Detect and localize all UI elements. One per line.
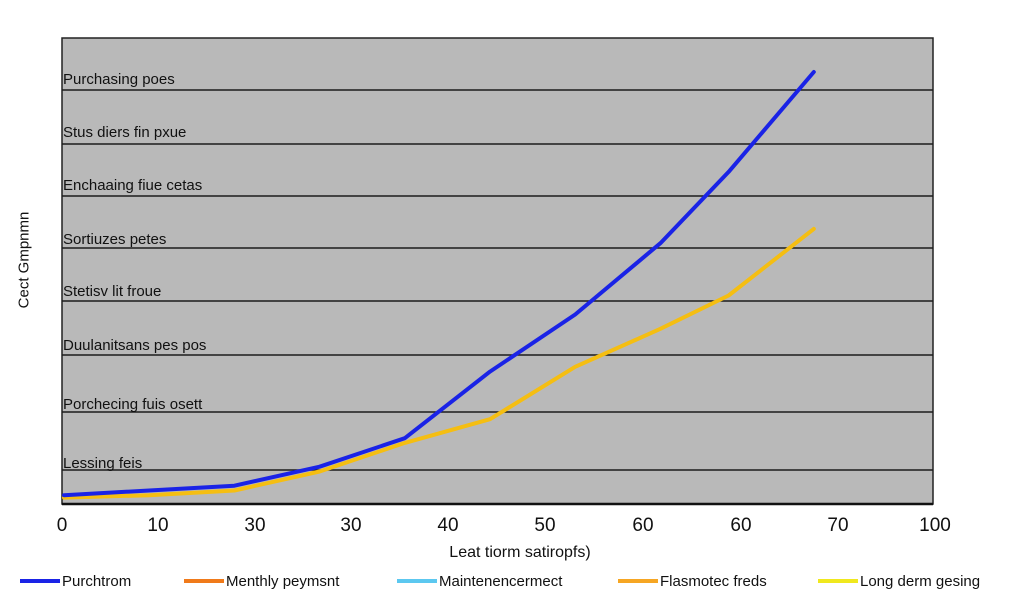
legend-item-long-term: Long derm gesing	[818, 571, 980, 591]
x-tick-label: 30	[244, 515, 265, 536]
legend-swatch	[184, 579, 224, 583]
x-tick-label: 50	[534, 515, 555, 536]
x-tick-label: 60	[632, 515, 653, 536]
legend-swatch	[818, 579, 858, 583]
x-tick-label: 10	[147, 515, 168, 536]
plot-area	[61, 37, 934, 505]
row-label: Stetisv lit froue	[63, 283, 161, 300]
legend-label: Menthly peymsnt	[226, 572, 340, 590]
x-tick-label: 40	[437, 515, 458, 536]
row-label: Porchecing fuis osett	[63, 396, 203, 413]
legend-label: Long derm gesing	[860, 572, 981, 590]
row-label: Purchasing poes	[63, 71, 175, 88]
x-tick-label: 70	[827, 515, 848, 536]
y-axis-label-text: Cect Gmpnmn	[15, 211, 33, 309]
x-tick-label: 30	[340, 515, 361, 536]
legend: Purchtrom Menthly peymsnt Maintenencerme…	[18, 571, 1008, 591]
legend-label: Purchtrom	[62, 572, 132, 590]
legend-label: Maintenencermect	[439, 572, 563, 590]
x-tick-label: 100	[919, 515, 951, 536]
x-tick-label: 0	[57, 515, 68, 536]
legend-swatch	[397, 579, 437, 583]
series-line	[62, 70, 816, 498]
legend-item-monthly-payment: Menthly peymsnt	[184, 571, 339, 591]
row-label: Stus diers fin pxue	[63, 124, 186, 141]
row-label: Duulanitsans pes pos	[63, 337, 206, 354]
legend-label: Flasmotec freds	[660, 572, 767, 590]
series-line	[62, 226, 816, 500]
legend-swatch	[618, 579, 658, 583]
y-axis-label: Cect Gmpnmn	[14, 200, 34, 320]
legend-swatch	[20, 579, 60, 583]
legend-item-maintenance: Maintenencermect	[397, 571, 562, 591]
row-label: Enchaaing fiue cetas	[63, 177, 202, 194]
row-label: Sortiuzes petes	[63, 231, 166, 248]
x-axis-label: Leat tiorm satiropfs)	[449, 544, 591, 561]
legend-item-purchtrom: Purchtrom	[20, 571, 131, 591]
row-label: Lessing feis	[63, 455, 142, 472]
legend-item-flasmotec: Flasmotec freds	[618, 571, 767, 591]
x-tick-label: 60	[730, 515, 751, 536]
